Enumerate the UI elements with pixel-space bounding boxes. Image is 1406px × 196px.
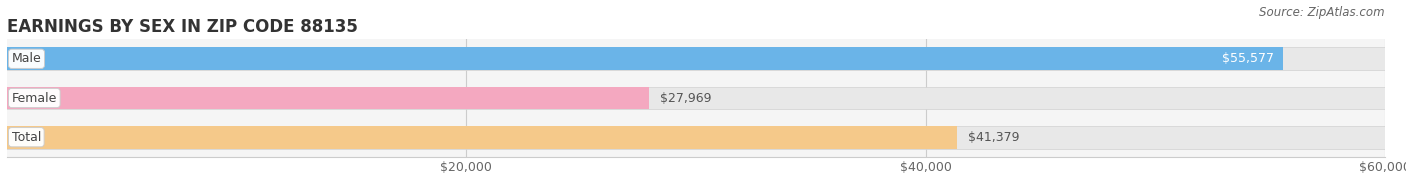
Text: EARNINGS BY SEX IN ZIP CODE 88135: EARNINGS BY SEX IN ZIP CODE 88135 xyxy=(7,18,359,36)
Text: $55,577: $55,577 xyxy=(1222,52,1274,65)
Text: $41,379: $41,379 xyxy=(969,131,1019,144)
Text: Male: Male xyxy=(11,52,41,65)
Bar xyxy=(7,47,1284,70)
Bar xyxy=(7,126,957,149)
Text: Total: Total xyxy=(11,131,41,144)
Text: $27,969: $27,969 xyxy=(661,92,711,104)
Bar xyxy=(7,87,1385,109)
Bar xyxy=(7,47,1385,70)
Bar xyxy=(7,87,650,109)
Text: Source: ZipAtlas.com: Source: ZipAtlas.com xyxy=(1260,6,1385,19)
Text: Female: Female xyxy=(11,92,58,104)
Bar xyxy=(7,126,1385,149)
